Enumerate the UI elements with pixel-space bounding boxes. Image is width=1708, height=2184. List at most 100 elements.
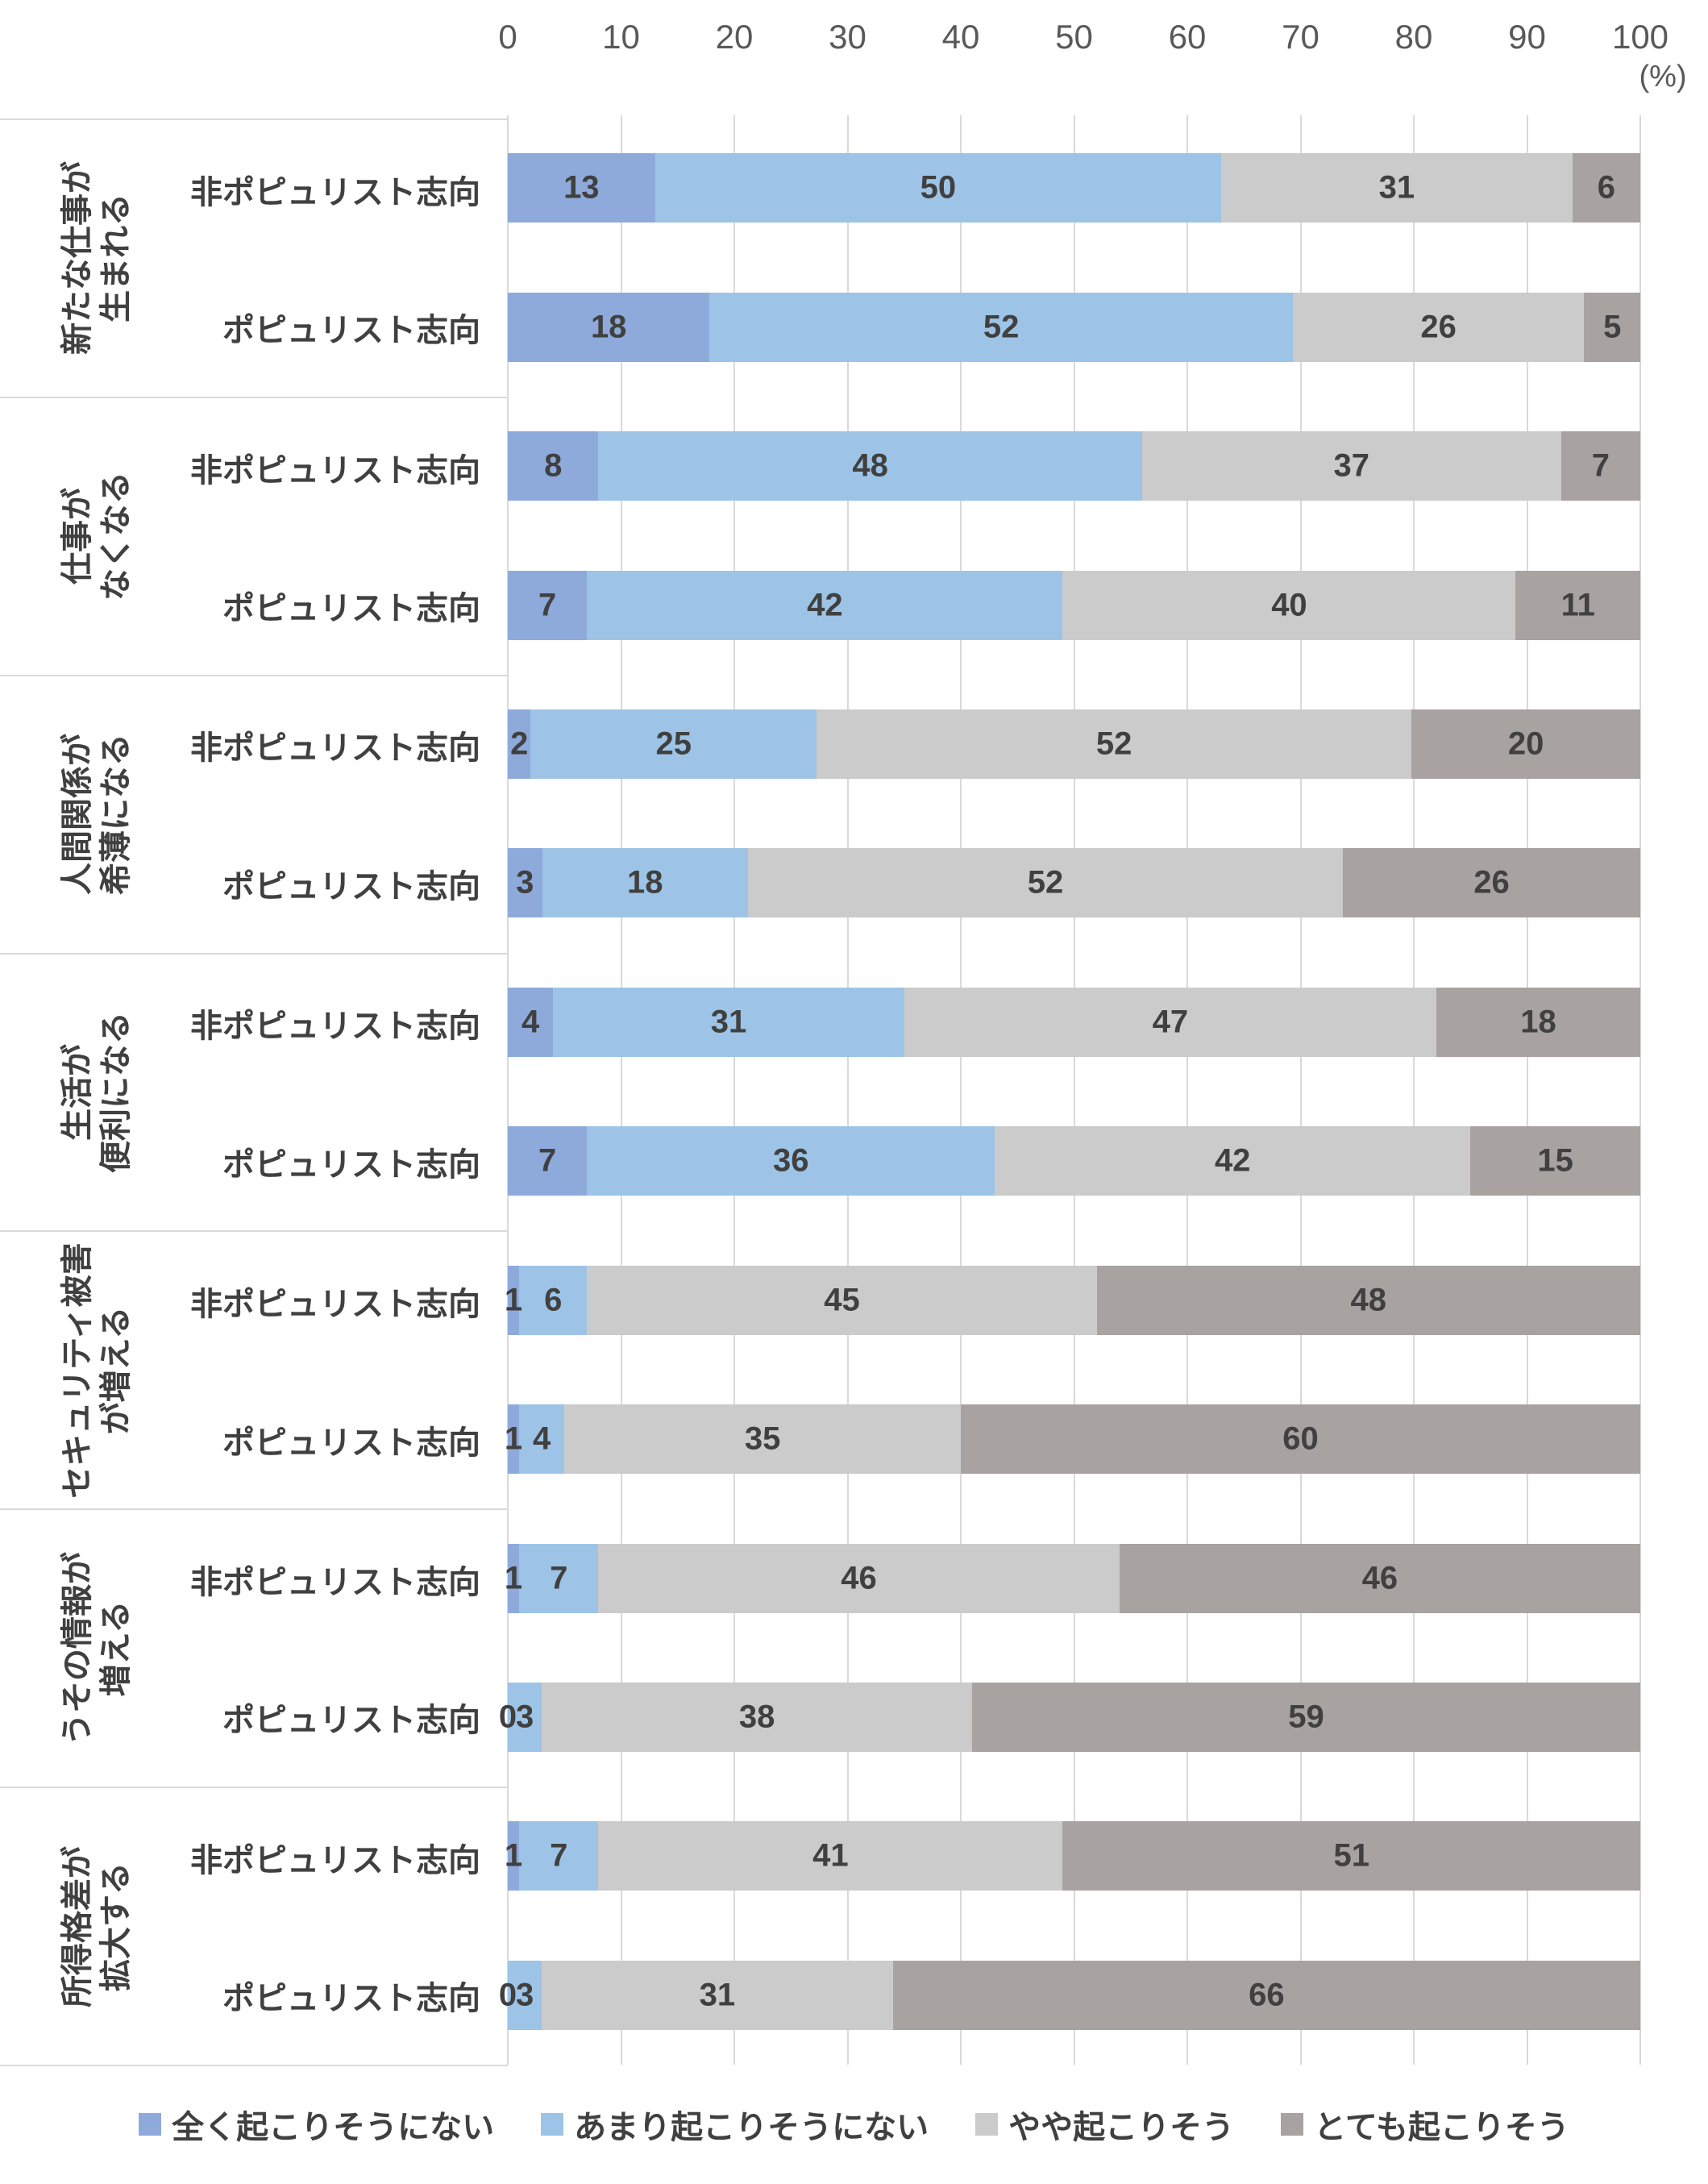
category-label-cell: うその情報が 増える [0,1510,193,1787]
bar-value-label: 6 [1597,169,1615,206]
legend-swatch [139,2113,162,2136]
legend-item: とても起こりそう [1281,2101,1569,2148]
bar-segment [1470,1126,1640,1196]
bar: 13 50 31 6 [508,153,1640,223]
bar-segment [904,987,1437,1057]
bar-segment [542,1682,973,1752]
bar-segment [508,292,710,362]
bar-value-label: 4 [533,1421,551,1457]
bar-segment [508,1682,542,1752]
bar-value-label: 1 [504,1282,523,1318]
bar-value-label: 26 [1420,309,1457,345]
row-label: 非ポピュリスト志向 [190,1287,480,1323]
category-label: 新たな仕事が 生まれる [60,161,134,356]
bar-segment [508,1821,520,1891]
bar: 3 18 52 26 [508,848,1640,918]
bar-segment [1560,431,1640,501]
bar-segment [508,1265,520,1335]
bar-value-label: 50 [920,169,957,206]
gridline [733,115,735,2065]
bar-value-label: 1 [504,1421,523,1457]
bar: 7 36 42 15 [508,1126,1640,1196]
bar-segment [892,1960,1640,2030]
bar-segment [1515,570,1640,640]
axis-tick-label: 10 [602,18,640,56]
legend-swatch [975,2113,999,2136]
row-label: 非ポピュリスト志向 [190,1842,480,1878]
bar-value-label: 31 [1378,169,1415,206]
axis-tick-label: 100 [1611,18,1669,56]
bar-value-label: 1 [504,1837,523,1874]
bar-value-label: 51 [1333,1837,1369,1874]
bar-value-label: 7 [550,1837,568,1874]
bar: 1 4 35 60 [504,1404,1640,1475]
bar-value-label: 59 [1288,1699,1324,1735]
bar-value-label: 26 [1473,864,1510,901]
legend-item: 全く起こりそうにない [139,2101,494,2148]
bar-value-label: 52 [983,309,1020,345]
category-label: セキュリティ被害 が増える [60,1242,135,1499]
bar-stack [508,431,1640,501]
bar-segment [995,1126,1471,1196]
row-label: 非ポピュリスト志向 [190,730,480,767]
category-label-cell: 仕事が なくなる [0,398,193,675]
bar-value-label: 13 [563,169,600,206]
axis-tick-label: 70 [1282,18,1319,56]
bar: 7 42 40 11 [508,570,1640,640]
bar-value-label: 1 [504,1560,523,1595]
bar-stack [508,153,1640,223]
bar-value-label: 7 [538,1142,557,1179]
bar-value-label: 8 [544,447,563,484]
bar-value-label: 3 [516,864,534,901]
gridline [620,115,622,2065]
bar-stack [508,1126,1640,1196]
bar-value-label: 52 [1027,864,1064,901]
bar-value-label: 0 [498,1977,517,2013]
legend-item: あまり起こりそうにない [541,2101,929,2148]
legend-swatch [1281,2113,1304,2136]
bar-segment [598,1543,1120,1613]
legend-label: とても起こりそう [1314,2110,1569,2145]
category-label-cell: セキュリティ被害 が増える [0,1232,193,1508]
legend-label: あまり起こりそうにない [574,2110,929,2145]
bar-segment [508,987,554,1057]
bar-stack [508,1960,1640,2030]
bar-segment [1221,153,1573,223]
gridline [1413,115,1415,2065]
bar-segment [972,1682,1640,1752]
bar-segment [542,848,749,918]
row-label: 非ポピュリスト志向 [190,452,480,489]
bar-segment [564,1404,961,1475]
bar-segment [655,153,1222,223]
gridline [507,115,509,2065]
category-label-cell: 人間関係が 希薄になる [0,676,193,953]
bar-segment [817,709,1412,779]
bar-value-label: 37 [1333,447,1369,484]
row-label: ポピュリスト志向 [222,1425,480,1461]
category-label: 人間関係が 希薄になる [60,734,134,896]
gridline [846,115,849,2065]
legend-label: やや起こりそう [1008,2110,1235,2145]
row-label: ポピュリスト志向 [222,313,480,349]
axis-tick-label: 80 [1394,18,1433,56]
bar-value-label: 40 [1271,587,1307,622]
bar-segment [598,431,1142,501]
bar-value-label: 35 [744,1421,781,1457]
category-label: 生活が 便利になる [60,1011,134,1173]
bar-value-label: 48 [1350,1282,1387,1318]
axis-tick-label: 20 [715,18,754,56]
bar: 0 3 31 66 [499,1960,1640,2030]
category-label-cell: 新たな仕事が 生まれる [0,120,193,397]
bar-segment [519,1265,588,1335]
axis-tick-label: 0 [498,18,517,56]
bar-value-label: 31 [710,1004,747,1040]
bar-value-label: 42 [1214,1142,1251,1179]
legend-label: 全く起こりそうにない [172,2110,495,2145]
axis-tick-label: 60 [1168,18,1207,56]
category-label: うその情報が 増える [60,1551,134,1745]
bar-value-label: 45 [824,1282,860,1318]
category-group: うその情報が 増える 非ポピュリスト志向 ポピュリスト志向 [0,1510,508,1789]
bar-stack [508,848,1640,918]
legend-swatch [541,2113,564,2136]
